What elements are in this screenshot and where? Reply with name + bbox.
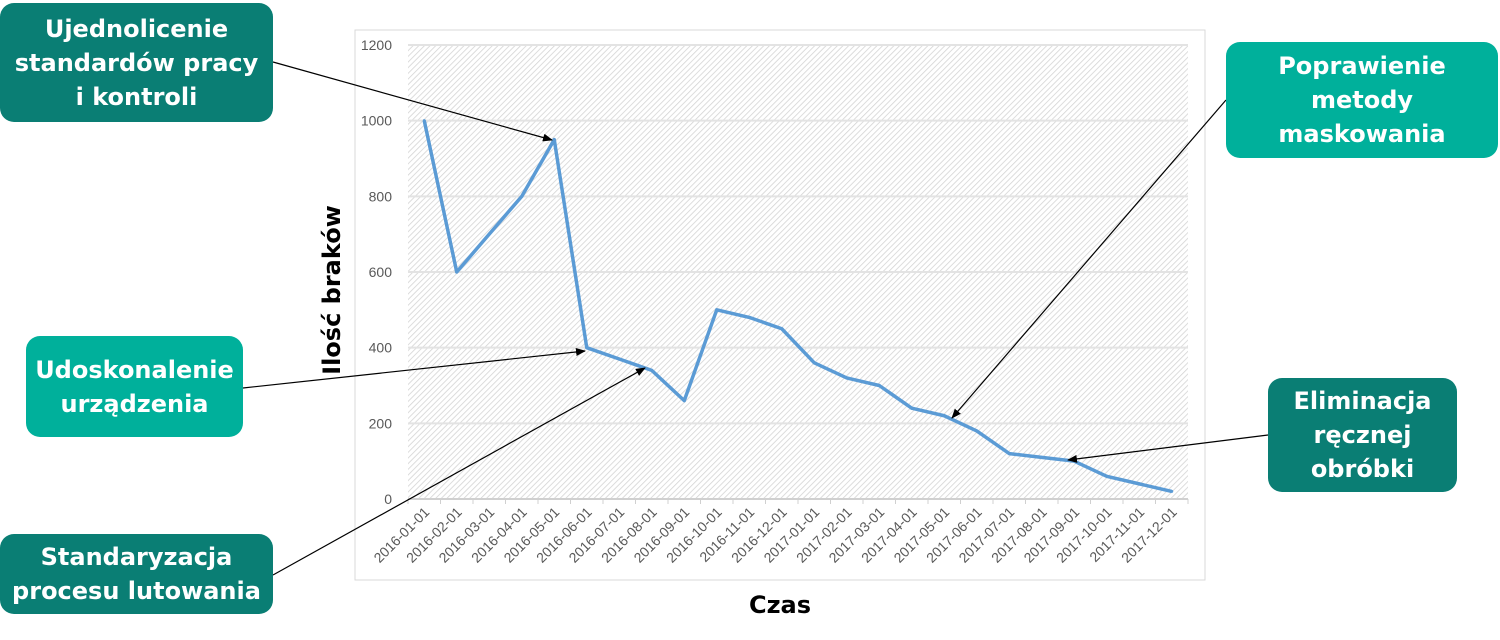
data-point <box>1105 474 1109 478</box>
data-point <box>1007 452 1011 456</box>
data-point <box>780 327 784 331</box>
y-tick-label: 800 <box>369 188 393 204</box>
data-point <box>650 368 654 372</box>
data-point <box>552 138 556 142</box>
arrow-callout-3 <box>242 347 586 389</box>
x-axis-label: Czas <box>749 591 811 619</box>
data-point <box>1137 482 1141 486</box>
callout-soldering: Standaryzacja procesu lutowania <box>0 534 273 614</box>
callout-manual: Eliminacja ręcznej obróbki <box>1268 378 1457 492</box>
arrow-callout-4 <box>1067 434 1269 463</box>
data-point <box>520 194 524 198</box>
data-point <box>422 119 426 123</box>
callout-masking: Poprawienie metody maskowania <box>1226 42 1498 158</box>
data-point <box>1170 489 1174 493</box>
y-tick-label: 1200 <box>361 37 392 53</box>
callout-standards: Ujednolicenie standardów pracy i kontrol… <box>0 3 273 122</box>
data-point <box>877 384 881 387</box>
data-point <box>682 399 686 403</box>
data-point <box>975 429 979 433</box>
data-point <box>910 406 914 410</box>
arrow-callout-5 <box>272 367 646 576</box>
data-point <box>617 357 621 361</box>
data-point <box>1072 459 1076 463</box>
y-tick-label: 1000 <box>361 113 392 129</box>
data-point <box>747 315 751 319</box>
y-axis-label: Ilość braków <box>318 205 346 375</box>
y-tick-label: 200 <box>369 415 393 431</box>
data-point <box>715 308 719 312</box>
data-point <box>812 361 816 365</box>
data-point <box>487 232 491 236</box>
y-tick-label: 600 <box>369 264 393 280</box>
data-point <box>1040 455 1044 459</box>
arrow-callout-1 <box>272 61 553 142</box>
data-point <box>942 414 946 418</box>
arrow-callout-2 <box>951 99 1227 419</box>
data-point <box>585 346 589 350</box>
callout-device: Udoskonalenie urządzenia <box>26 336 243 437</box>
data-point <box>455 270 459 274</box>
data-point <box>845 376 849 380</box>
y-tick-label: 0 <box>384 491 392 507</box>
y-tick-label: 400 <box>369 340 393 356</box>
series-line <box>422 120 1173 494</box>
